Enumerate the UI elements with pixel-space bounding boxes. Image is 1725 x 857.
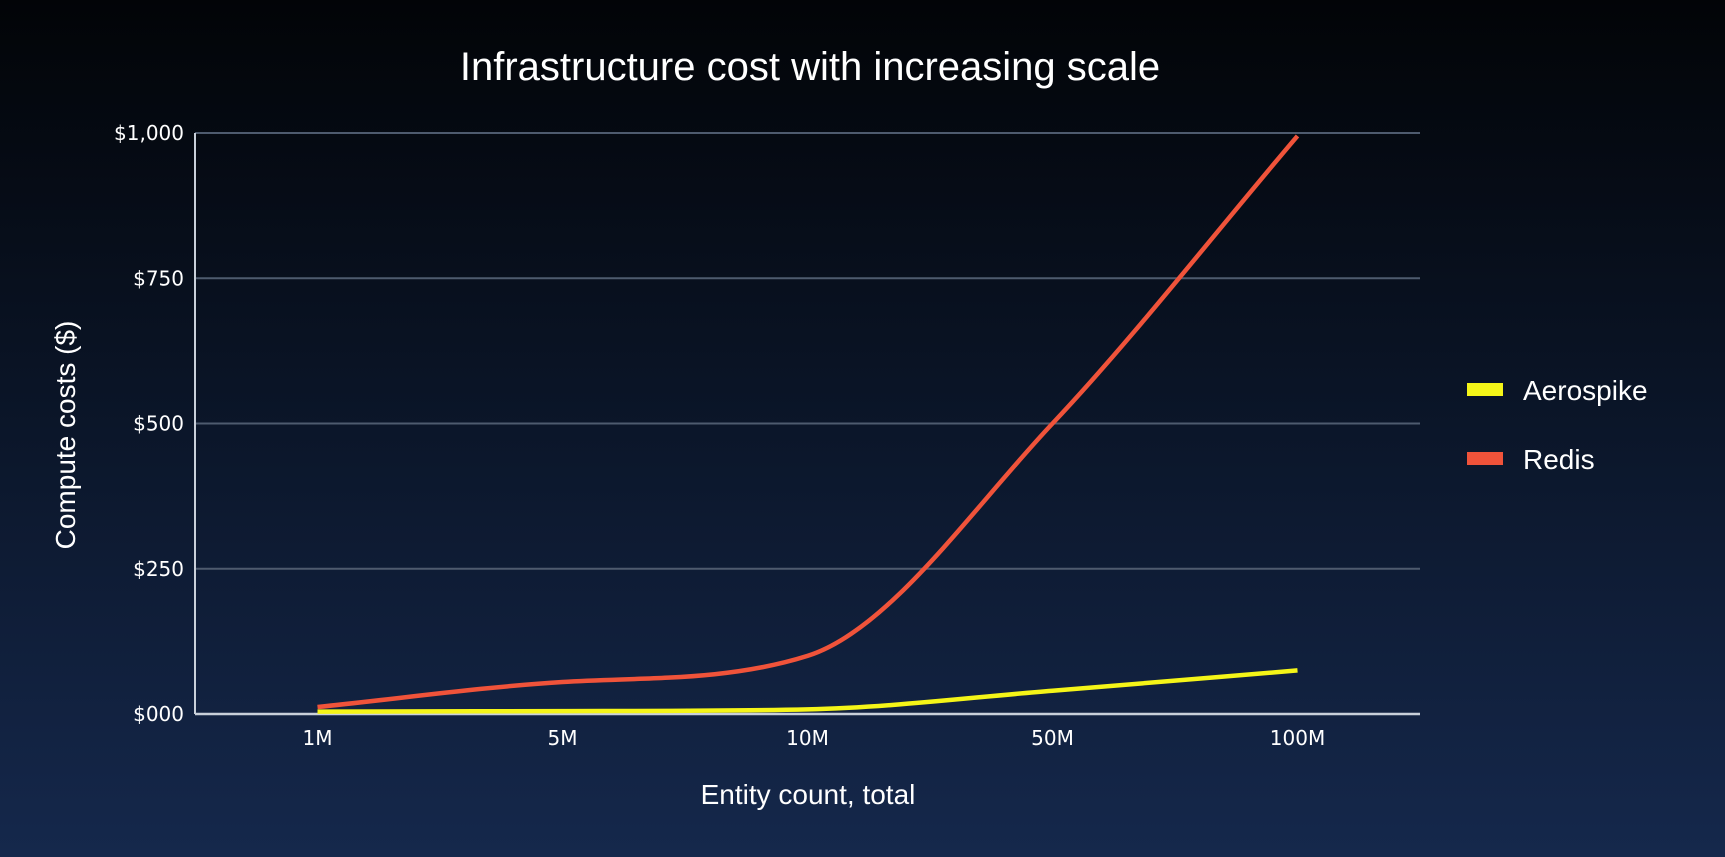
y-tick-label: $500 (133, 412, 184, 436)
x-tick-label: 10M (786, 726, 829, 750)
series-line-aerospike (317, 668, 1298, 714)
x-tick-label: 1M (303, 726, 333, 750)
y-axis-label: Compute costs ($) (50, 321, 81, 550)
legend-label: Aerospike (1523, 375, 1648, 406)
chart-title: Infrastructure cost with increasing scal… (460, 45, 1160, 89)
legend: Aerospike Redis (1467, 375, 1648, 475)
x-tick-label: 50M (1031, 726, 1074, 750)
y-tick-label: $250 (133, 557, 184, 581)
y-tick-label: $000 (133, 702, 184, 726)
y-axis-ticks: $000 $250 $500 $750 $1,000 (114, 121, 184, 726)
x-tick-label: 5M (548, 726, 578, 750)
legend-swatch-redis (1467, 452, 1503, 465)
x-axis-ticks: 1M 5M 10M 50M 100M (303, 726, 1326, 750)
x-tick-label: 100M (1270, 726, 1325, 750)
y-tick-label: $1,000 (114, 121, 184, 145)
x-axis-label: Entity count, total (701, 779, 916, 810)
legend-swatch-aerospike (1467, 383, 1503, 396)
series-line-redis (317, 134, 1300, 710)
y-tick-label: $750 (133, 266, 184, 290)
gridlines (194, 132, 1420, 716)
series-lines (317, 134, 1300, 714)
legend-label: Redis (1523, 444, 1595, 475)
